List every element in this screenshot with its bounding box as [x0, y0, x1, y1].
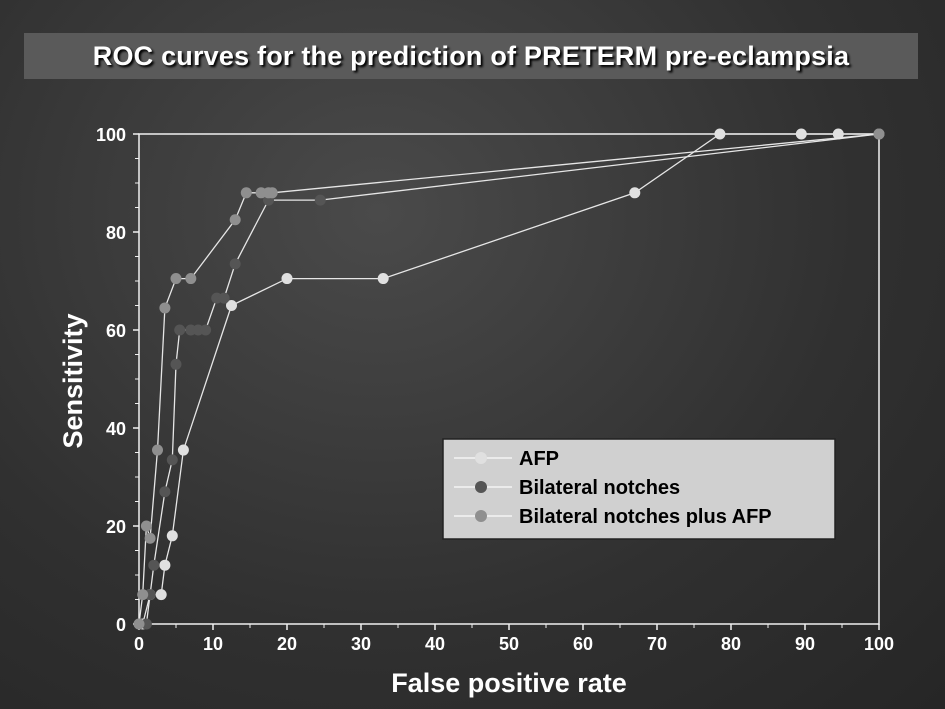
data-point: [159, 302, 171, 314]
data-point: [229, 258, 241, 270]
series-1: [133, 128, 885, 630]
axes: 0 10 20 30 40 50 60 70 80 90 100 0 20 40 60 80 100: [96, 125, 894, 654]
data-point: [218, 292, 230, 304]
data-point: [795, 128, 807, 140]
data-point: [873, 128, 885, 140]
legend-label: Bilateral notches plus AFP: [519, 506, 772, 528]
x-tick-label: 60: [573, 634, 593, 654]
y-tick-label: 0: [116, 615, 126, 635]
x-tick-label: 20: [277, 634, 297, 654]
x-tick-label: 0: [134, 634, 144, 654]
data-point: [229, 214, 241, 226]
data-point: [166, 530, 178, 542]
data-point: [240, 187, 252, 199]
series-2: [133, 128, 885, 630]
data-point: [166, 454, 178, 466]
data-point: [137, 589, 149, 601]
series-layer: [133, 128, 885, 630]
y-tick-label: 20: [106, 517, 126, 537]
x-tick-label: 80: [721, 634, 741, 654]
data-point: [266, 187, 278, 199]
y-tick-label: 60: [106, 321, 126, 341]
y-axis-title: Sensitivity: [58, 313, 88, 448]
series-0: [137, 128, 885, 630]
data-point: [133, 618, 145, 630]
data-point: [155, 589, 167, 601]
data-point: [200, 324, 212, 336]
x-axis-title: False positive rate: [391, 668, 627, 698]
data-point: [185, 273, 197, 285]
legend-marker: [475, 510, 487, 522]
legend-marker: [475, 481, 487, 493]
x-tick-label: 70: [647, 634, 667, 654]
series-line: [139, 133, 880, 625]
y-tick-label: 40: [106, 419, 126, 439]
data-point: [148, 559, 160, 571]
data-point: [159, 486, 171, 498]
legend: AFP Bilateral notches Bilateral notches pl…: [442, 438, 836, 540]
data-point: [714, 128, 726, 140]
x-tick-label: 50: [499, 634, 519, 654]
y-tick-label: 100: [96, 125, 126, 145]
data-point: [174, 324, 186, 336]
data-point: [629, 187, 641, 199]
legend-label: Bilateral notches: [519, 477, 680, 499]
data-point: [152, 444, 163, 456]
data-point: [281, 273, 293, 285]
data-point: [177, 444, 189, 456]
series-line: [142, 133, 879, 625]
x-tick-label: 10: [203, 634, 223, 654]
legend-label: AFP: [519, 448, 559, 470]
data-point: [170, 273, 182, 285]
x-tick-label: 90: [795, 634, 815, 654]
data-point: [314, 194, 326, 206]
y-tick-label: 80: [106, 223, 126, 243]
data-point: [226, 300, 237, 311]
data-point: [377, 273, 389, 285]
data-point: [144, 532, 156, 544]
data-point: [140, 520, 152, 532]
data-point: [170, 358, 182, 370]
chart-title: ROC curves for the prediction of PRETERM…: [92, 40, 850, 71]
legend-marker: [475, 452, 487, 464]
x-tick-label: 40: [425, 634, 445, 654]
plot-frame: [138, 133, 880, 625]
series-line: [138, 133, 880, 625]
x-tick-label: 100: [864, 634, 894, 654]
chart-title-box: ROC curves for the prediction of PRETERM…: [24, 33, 918, 79]
legend-box: [442, 438, 836, 540]
x-tick-label: 30: [351, 634, 371, 654]
data-point: [159, 559, 171, 571]
data-point: [832, 128, 844, 140]
